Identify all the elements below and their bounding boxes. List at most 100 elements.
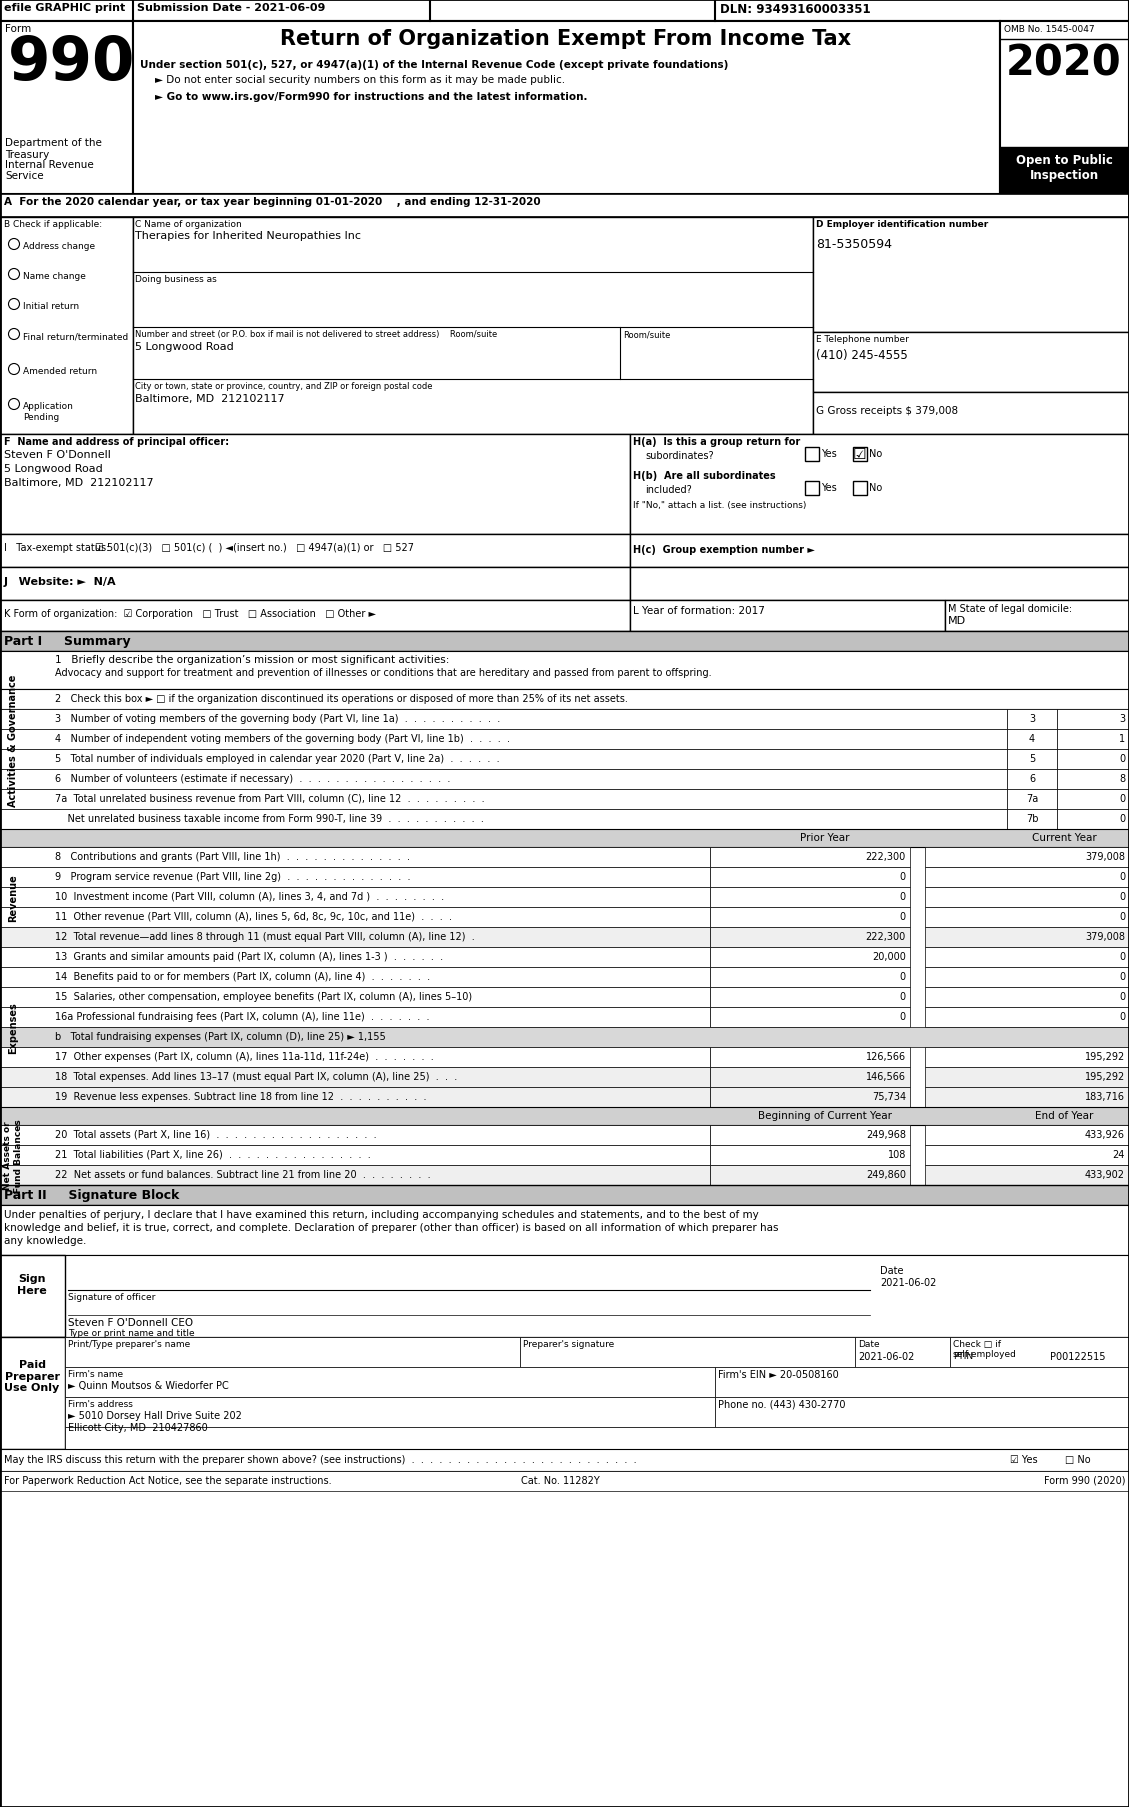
Text: 2020: 2020 [1006, 42, 1122, 83]
Bar [65, 1368, 715, 1397]
Text: L Year of formation: 2017: L Year of formation: 2017 [633, 605, 764, 616]
Text: 0: 0 [1119, 813, 1124, 824]
Text: Prior Year: Prior Year [800, 833, 850, 842]
Text: Initial return: Initial return [23, 302, 79, 311]
Bar [0, 435, 630, 535]
Text: Submission Date - 2021-06-09: Submission Date - 2021-06-09 [137, 4, 325, 13]
Text: City or town, state or province, country, and ZIP or foreign postal code: City or town, state or province, country… [135, 381, 432, 390]
Text: H(a)  Is this a group return for: H(a) Is this a group return for [633, 437, 800, 446]
Bar [710, 927, 910, 947]
Text: Yes: Yes [821, 448, 837, 459]
Text: Phone no. (443) 430-2770: Phone no. (443) 430-2770 [718, 1399, 846, 1409]
Text: 146,566: 146,566 [866, 1072, 905, 1081]
Bar [805, 482, 819, 495]
Bar [925, 887, 1129, 907]
Text: efile GRAPHIC print: efile GRAPHIC print [5, 4, 125, 13]
Bar [0, 770, 1007, 790]
Text: Date: Date [858, 1339, 879, 1348]
Bar [0, 847, 710, 867]
Text: 222,300: 222,300 [866, 851, 905, 862]
Bar [0, 1108, 1129, 1126]
Text: Current Year: Current Year [1032, 833, 1096, 842]
Bar [813, 219, 1129, 332]
Bar [65, 1428, 1129, 1449]
Text: 0: 0 [1119, 871, 1124, 882]
Text: 8: 8 [1119, 773, 1124, 784]
Text: 20  Total assets (Part X, line 16)  .  .  .  .  .  .  .  .  .  .  .  .  .  .  . : 20 Total assets (Part X, line 16) . . . … [55, 1129, 377, 1140]
Text: Doing business as: Doing business as [135, 275, 217, 284]
Text: P00122515: P00122515 [1050, 1352, 1105, 1361]
Text: Revenue: Revenue [8, 873, 18, 922]
Bar [710, 1048, 910, 1068]
Text: End of Year: End of Year [1035, 1109, 1093, 1120]
Bar [805, 448, 819, 463]
Text: Service: Service [5, 172, 44, 181]
Bar [925, 867, 1129, 887]
Text: 19  Revenue less expenses. Subtract line 18 from line 12  .  .  .  .  .  .  .  .: 19 Revenue less expenses. Subtract line … [55, 1091, 427, 1102]
Bar [855, 1337, 949, 1368]
Bar [925, 967, 1129, 987]
Bar [0, 535, 630, 567]
Bar [0, 567, 630, 600]
Text: No: No [869, 448, 882, 459]
Text: 433,902: 433,902 [1085, 1169, 1124, 1180]
Bar [0, 1008, 710, 1028]
Bar [630, 600, 945, 632]
Bar [1057, 750, 1129, 770]
Bar [1007, 770, 1057, 790]
Text: 3   Number of voting members of the governing body (Part VI, line 1a)  .  .  .  : 3 Number of voting members of the govern… [55, 714, 500, 723]
Bar [0, 22, 133, 195]
Bar [520, 1337, 855, 1368]
Text: 0: 0 [1119, 891, 1124, 902]
Text: 7b: 7b [1026, 813, 1039, 824]
Bar [715, 1368, 1129, 1397]
Bar [925, 1146, 1129, 1166]
Text: Address change: Address change [23, 242, 95, 251]
Text: 6   Number of volunteers (estimate if necessary)  .  .  .  .  .  .  .  .  .  .  : 6 Number of volunteers (estimate if nece… [55, 773, 450, 784]
Text: 20,000: 20,000 [872, 952, 905, 961]
Text: 8   Contributions and grants (Part VIII, line 1h)  .  .  .  .  .  .  .  .  .  . : 8 Contributions and grants (Part VIII, l… [55, 851, 410, 862]
Text: D Employer identification number: D Employer identification number [816, 220, 988, 229]
Bar [854, 448, 867, 463]
Bar [0, 1185, 1129, 1205]
Text: Treasury: Treasury [5, 150, 50, 159]
Text: Form: Form [5, 23, 32, 34]
Text: 13  Grants and similar amounts paid (Part IX, column (A), lines 1-3 )  .  .  .  : 13 Grants and similar amounts paid (Part… [55, 952, 443, 961]
Text: PTIN: PTIN [953, 1352, 973, 1361]
Text: Cat. No. 11282Y: Cat. No. 11282Y [520, 1475, 599, 1485]
Bar [925, 1068, 1129, 1088]
Bar [925, 987, 1129, 1008]
Text: Firm's address: Firm's address [68, 1399, 133, 1408]
Text: 0: 0 [900, 891, 905, 902]
Bar [1057, 810, 1129, 829]
Text: Expenses: Expenses [8, 1001, 18, 1053]
Text: Part II     Signature Block: Part II Signature Block [5, 1189, 180, 1202]
Text: 4: 4 [1029, 734, 1035, 744]
Text: Advocacy and support for treatment and prevention of illnesses or conditions tha: Advocacy and support for treatment and p… [55, 667, 711, 678]
Bar [925, 947, 1129, 967]
Text: ► 5010 Dorsey Hall Drive Suite 202: ► 5010 Dorsey Hall Drive Suite 202 [68, 1409, 242, 1420]
Text: 3: 3 [1029, 714, 1035, 723]
Bar [0, 967, 710, 987]
Bar [1000, 148, 1129, 195]
Text: 12  Total revenue—add lines 8 through 11 (must equal Part VIII, column (A), line: 12 Total revenue—add lines 8 through 11 … [55, 931, 475, 941]
Text: Firm's name: Firm's name [68, 1370, 123, 1379]
Text: 195,292: 195,292 [1085, 1072, 1124, 1081]
Bar [0, 790, 1007, 810]
Text: Internal Revenue: Internal Revenue [5, 159, 94, 170]
Text: 0: 0 [900, 911, 905, 922]
Bar [0, 219, 133, 435]
Text: Final return/terminated: Final return/terminated [23, 332, 129, 342]
Bar [710, 1126, 910, 1146]
Text: 15  Salaries, other compensation, employee benefits (Part IX, column (A), lines : 15 Salaries, other compensation, employe… [55, 992, 472, 1001]
Bar [65, 1397, 715, 1428]
Bar [710, 867, 910, 887]
Text: ► Quinn Moutsos & Wiedorfer PC: ► Quinn Moutsos & Wiedorfer PC [68, 1381, 229, 1390]
Bar [945, 600, 1129, 632]
Bar [1007, 750, 1057, 770]
Text: subordinates?: subordinates? [645, 450, 714, 461]
Text: DLN: 93493160003351: DLN: 93493160003351 [720, 4, 870, 16]
Text: b   Total fundraising expenses (Part IX, column (D), line 25) ► 1,155: b Total fundraising expenses (Part IX, c… [55, 1032, 386, 1041]
Text: 22  Net assets or fund balances. Subtract line 21 from line 20  .  .  .  .  .  .: 22 Net assets or fund balances. Subtract… [55, 1169, 430, 1180]
Bar [949, 1337, 1129, 1368]
